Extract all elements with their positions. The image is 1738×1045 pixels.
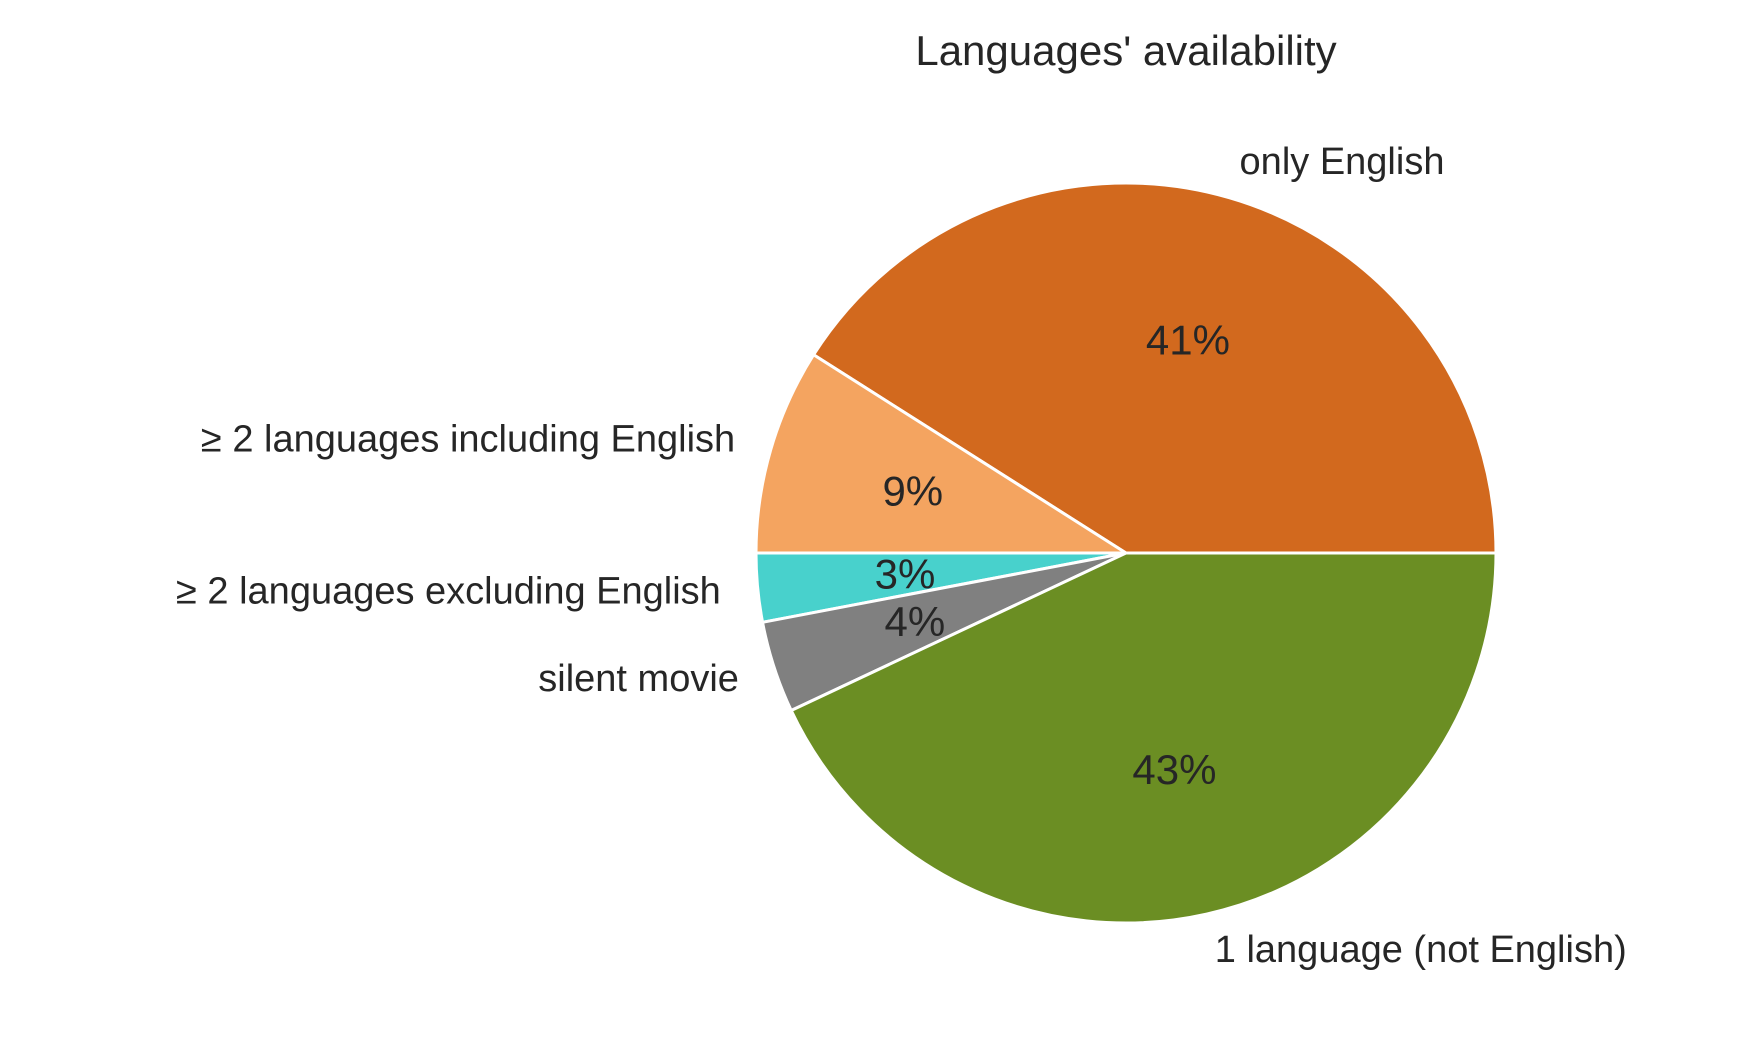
slice-label-2-languages-including-english: ≥ 2 languages including English — [201, 418, 735, 460]
pct-label-1-language-not-english: 43% — [1132, 746, 1216, 793]
slice-label-2-languages-excluding-english: ≥ 2 languages excluding English — [176, 570, 721, 612]
pie-labels: 41% only English 9% ≥ 2 languages including… — [176, 141, 1627, 971]
chart-title: Languages' availability — [915, 27, 1336, 74]
pie-slices — [754, 181, 1498, 925]
pct-label-silent-movie: 4% — [885, 598, 946, 645]
slice-label-only-english: only English — [1240, 141, 1445, 183]
pct-label-2-languages-excluding-english: 3% — [875, 550, 936, 597]
slice-label-silent-movie: silent movie — [538, 658, 739, 700]
pct-label-2-languages-including-english: 9% — [882, 468, 943, 515]
pie-slice-2-languages-including-english — [754, 353, 1128, 555]
slice-label-1-language-not-english: 1 language (not English) — [1215, 929, 1627, 971]
pie-slice-1-language-not-english — [789, 551, 1498, 925]
pie-slice-only-english — [812, 181, 1498, 555]
pct-label-only-english: 41% — [1146, 316, 1230, 363]
